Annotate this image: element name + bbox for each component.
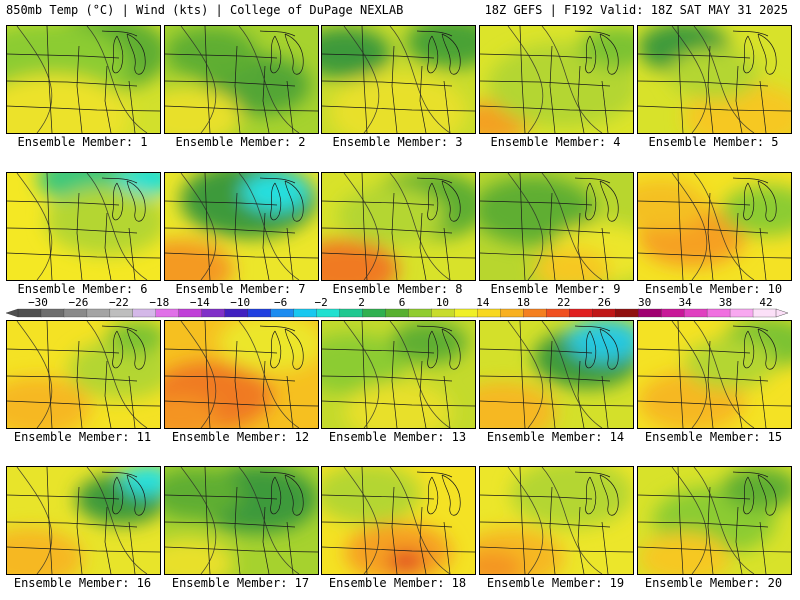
colorbar-swatch: [500, 308, 524, 318]
colorbar-swatch: [752, 308, 777, 318]
ensemble-member-label: Ensemble Member: 5: [648, 135, 779, 149]
product-title: 850mb Temp (°C) | Wind (kts) | College o…: [6, 3, 404, 17]
colorbar-tick-label: 22: [557, 296, 570, 309]
colorbar-swatch: [615, 308, 639, 318]
colorbar-tick-label: −26: [69, 296, 89, 309]
ensemble-member-map: [321, 172, 476, 281]
ensemble-member-map: [637, 25, 792, 134]
ensemble-member-label: Ensemble Member: 18: [328, 576, 467, 590]
colorbar-swatch: [86, 308, 111, 318]
ensemble-member-label: Ensemble Member: 6: [17, 282, 148, 296]
colorbar-swatch: [155, 308, 180, 318]
ensemble-member-label: Ensemble Member: 2: [175, 135, 306, 149]
ensemble-member-label: Ensemble Member: 20: [644, 576, 783, 590]
colorbar-swatch: [546, 308, 570, 318]
colorbar-tick-label: 10: [436, 296, 449, 309]
ensemble-member-label: Ensemble Member: 10: [644, 282, 783, 296]
colorbar-swatch: [385, 308, 410, 318]
ensemble-member-map: [164, 172, 319, 281]
ensemble-member-map: [321, 466, 476, 575]
colorbar-swatch: [362, 308, 387, 318]
ensemble-member-map: [479, 172, 634, 281]
colorbar-swatch: [316, 308, 341, 318]
ensemble-member-map: [637, 320, 792, 429]
ensemble-member-label: Ensemble Member: 9: [490, 282, 621, 296]
colorbar-swatch: [706, 308, 731, 318]
colorbar-tick-label: 2: [358, 296, 365, 309]
colorbar-swatch: [638, 308, 662, 318]
ensemble-member-map: [479, 320, 634, 429]
colorbar-swatch: [683, 308, 708, 318]
colorbar-swatch: [661, 308, 685, 318]
ensemble-member-label: Ensemble Member: 8: [332, 282, 463, 296]
valid-time-title: 18Z GEFS | F192 Valid: 18Z SAT MAY 31 20…: [484, 3, 788, 17]
colorbar-swatch: [63, 308, 88, 318]
colorbar-tick-label: 6: [399, 296, 406, 309]
colorbar-swatch: [270, 308, 295, 318]
colorbar-swatch: [40, 308, 65, 318]
ensemble-member-label: Ensemble Member: 16: [13, 576, 152, 590]
ensemble-member-map: [6, 172, 161, 281]
ensemble-member-map: [164, 466, 319, 575]
colorbar-tick-label: −10: [230, 296, 250, 309]
colorbar-swatch: [201, 308, 226, 318]
colorbar-swatch: [132, 308, 157, 318]
ensemble-member-map: [321, 320, 476, 429]
colorbar-swatch: [523, 308, 547, 318]
colorbar-tick-label: 34: [678, 296, 692, 309]
colorbar-swatch: [477, 308, 502, 318]
colorbar-tick-label: −22: [109, 296, 129, 309]
colorbar-tick-label: −2: [314, 296, 327, 309]
ensemble-member-label: Ensemble Member: 7: [175, 282, 306, 296]
colorbar-tick-label: −6: [274, 296, 287, 309]
ensemble-member-label: Ensemble Member: 15: [644, 430, 783, 444]
ensemble-member-map: [321, 25, 476, 134]
colorbar-high-arrow: [775, 308, 789, 318]
colorbar-swatch: [431, 308, 456, 318]
colorbar-swatch: [569, 308, 593, 318]
temperature-colorbar: −30 −26 −22 −18 −14 −10 −6 −2 2 6 10 14 18 22 26 30 34 38…: [5, 296, 789, 318]
colorbar-swatch: [729, 308, 754, 318]
colorbar-swatch: [224, 308, 249, 318]
ensemble-member-label: Ensemble Member: 3: [332, 135, 463, 149]
ensemble-member-label: Ensemble Member: 4: [490, 135, 621, 149]
ensemble-member-map: [164, 320, 319, 429]
ensemble-member-map: [637, 172, 792, 281]
ensemble-member-label: Ensemble Member: 13: [328, 430, 467, 444]
colorbar-tick-label: −30: [28, 296, 48, 309]
colorbar-swatch: [339, 308, 364, 318]
ensemble-member-label: Ensemble Member: 14: [486, 430, 625, 444]
colorbar-swatch: [454, 308, 479, 318]
ensemble-member-map: [6, 320, 161, 429]
colorbar-swatch: [247, 308, 272, 318]
colorbar-tick-label: 38: [719, 296, 732, 309]
colorbar-swatch: [17, 308, 42, 318]
colorbar-tick-label: 14: [476, 296, 490, 309]
colorbar-tick-label: −14: [190, 296, 210, 309]
colorbar-swatch: [408, 308, 433, 318]
ensemble-member-label: Ensemble Member: 19: [486, 576, 625, 590]
colorbar-tick-label: 42: [759, 296, 772, 309]
colorbar-tick-label: −18: [149, 296, 169, 309]
colorbar-swatch: [109, 308, 134, 318]
ensemble-member-label: Ensemble Member: 17: [171, 576, 310, 590]
colorbar-swatch: [293, 308, 318, 318]
ensemble-member-map: [479, 466, 634, 575]
colorbar-low-arrow: [5, 308, 19, 318]
ensemble-member-map: [6, 25, 161, 134]
ensemble-member-map: [6, 466, 161, 575]
ensemble-member-label: Ensemble Member: 1: [17, 135, 148, 149]
ensemble-member-label: Ensemble Member: 11: [13, 430, 152, 444]
colorbar-tick-label: 18: [517, 296, 530, 309]
colorbar-swatch: [592, 308, 616, 318]
ensemble-member-map: [479, 25, 634, 134]
colorbar-tick-label: 26: [598, 296, 611, 309]
colorbar-swatch: [178, 308, 203, 318]
ensemble-member-map: [637, 466, 792, 575]
ensemble-member-map: [164, 25, 319, 134]
colorbar-tick-label: 30: [638, 296, 651, 309]
ensemble-member-label: Ensemble Member: 12: [171, 430, 310, 444]
